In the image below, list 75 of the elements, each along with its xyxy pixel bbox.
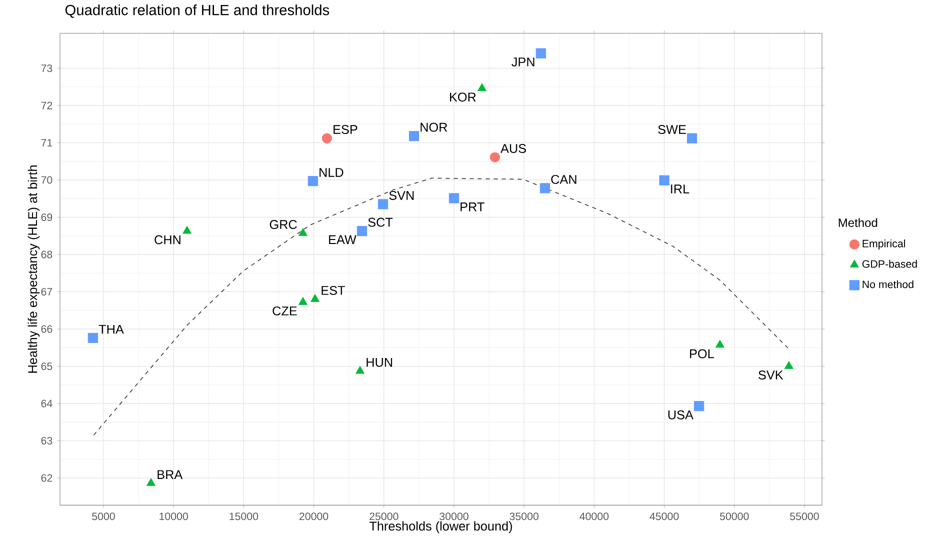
annotation: SVK: [758, 370, 784, 380]
point: [378, 199, 388, 210]
annotation: JPN: [512, 58, 534, 66]
y-tick-label: 72: [41, 102, 52, 110]
annotation: PRT: [460, 202, 484, 212]
annotation: BRA: [158, 470, 183, 479]
point: [448, 193, 460, 204]
y-axis-title: Healthy life expectancy (HLE) at birth: [28, 165, 40, 373]
y-tick-label: 73: [41, 64, 52, 72]
y-tick-label: 62: [41, 474, 52, 482]
x-tick-label: 25000: [370, 512, 398, 520]
point: [716, 340, 724, 348]
x-tick-label: 40000: [580, 512, 609, 520]
legend-title: Method: [838, 218, 878, 227]
point: [182, 226, 192, 234]
point: [536, 48, 546, 58]
point: [490, 152, 500, 162]
y-tick-label: 67: [41, 288, 52, 296]
y-tick-label: 69: [41, 213, 52, 221]
point: [540, 183, 550, 194]
x-tick-label: 10000: [160, 512, 188, 520]
x-tick-label: 5000: [92, 512, 115, 520]
point: [478, 83, 486, 91]
point: [694, 400, 704, 412]
x-tick-label: 55000: [790, 512, 819, 520]
y-tick-label: 71: [41, 138, 52, 146]
y-tick-label: 65: [41, 362, 52, 370]
annotation: KOR: [450, 92, 476, 102]
annotation: NLD: [320, 168, 344, 177]
y-tick-label: 64: [41, 400, 52, 408]
point: [356, 226, 368, 236]
x-tick-label: 50000: [720, 512, 749, 520]
point: [310, 294, 320, 302]
annotation: IRL: [671, 184, 690, 194]
x-tick-label: 20000: [299, 512, 328, 520]
annotation: POL: [690, 349, 714, 358]
annotation: AUS: [500, 144, 526, 153]
legend-label: Empirical: [862, 239, 906, 250]
point: [88, 332, 98, 343]
chart-title: Quadratic relation of HLE and thresholds: [65, 4, 330, 18]
x-tick-label: 45000: [650, 512, 679, 520]
x-tick-label: 15000: [230, 512, 258, 520]
annotation: NOR: [420, 122, 448, 132]
point: [408, 130, 420, 142]
annotation: USA: [668, 410, 694, 420]
annotation: EAW: [329, 235, 356, 244]
point: [784, 361, 794, 369]
point: [298, 228, 308, 236]
annotation: SWE: [658, 124, 686, 134]
annotation: EST: [322, 286, 345, 295]
point: [356, 366, 364, 374]
point: [308, 176, 318, 186]
point: [659, 175, 670, 186]
legend-label: GDP-based: [862, 260, 917, 268]
x-tick-label: 35000: [510, 512, 538, 520]
point: [322, 133, 332, 144]
legend-label: No method: [862, 280, 914, 288]
annotation: THA: [98, 324, 124, 334]
annotation: HUN: [366, 358, 392, 367]
annotation: CZE: [272, 306, 297, 316]
annotation: ESP: [334, 124, 358, 134]
point: [298, 297, 308, 305]
x-tick-label: 30000: [440, 512, 468, 520]
x-axis-title: Thresholds (lower bound): [369, 521, 512, 533]
y-tick-label: 66: [41, 325, 52, 333]
annotation: CHN: [154, 235, 180, 244]
annotation: CAN: [551, 174, 576, 184]
y-tick-label: 70: [41, 176, 52, 184]
annotation: SCT: [368, 218, 393, 227]
y-tick-label: 68: [41, 250, 52, 258]
y-tick-label: 63: [41, 436, 52, 444]
annotation: SVN: [389, 190, 414, 200]
point: [146, 478, 156, 486]
annotation: GRC: [270, 220, 297, 229]
point: [686, 133, 698, 144]
